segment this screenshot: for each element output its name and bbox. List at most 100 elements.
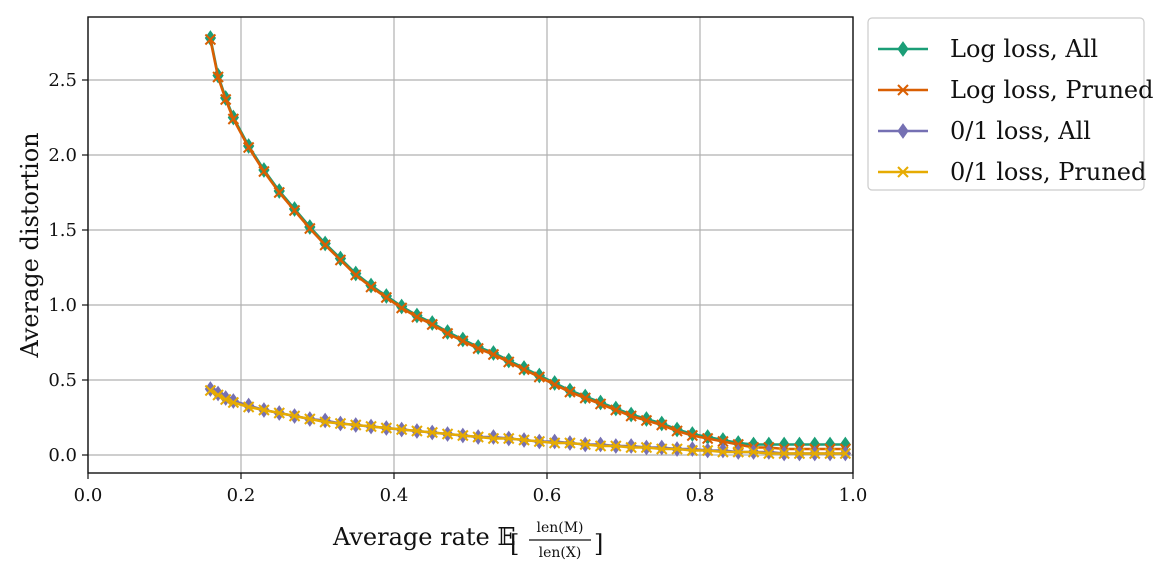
- x-marker-stroke: [656, 419, 668, 431]
- series-line-log-loss-all: [209, 37, 846, 446]
- x-marker-stroke: [671, 443, 683, 455]
- data-point-0-1-loss-pruned: [533, 435, 546, 448]
- x-marker-stroke: [258, 404, 270, 416]
- right-bracket: ]: [594, 530, 603, 558]
- x-tick-label: 0.0: [74, 485, 103, 506]
- data-point-log-loss-pruned: [640, 414, 653, 427]
- legend-label: Log loss, All: [950, 35, 1098, 63]
- x-marker-stroke: [717, 435, 729, 448]
- x-tick-label: 0.8: [686, 485, 715, 506]
- grid-layer: [87, 17, 854, 473]
- data-point-0-1-loss-pruned: [824, 447, 836, 460]
- x-marker-stroke: [793, 447, 806, 460]
- data-point-log-loss-pruned: [533, 371, 546, 383]
- data-point-0-1-loss-pruned: [594, 440, 607, 452]
- x-marker-stroke: [533, 371, 546, 383]
- x-marker-stroke: [258, 165, 270, 178]
- legend-label: 0/1 loss, Pruned: [950, 158, 1146, 186]
- series-line-log-loss-pruned: [209, 39, 846, 451]
- legend-swatch-marker: [897, 166, 909, 178]
- x-marker-stroke: [671, 425, 683, 437]
- data-point-0-1-loss-pruned: [227, 396, 240, 409]
- x-marker-stroke: [426, 318, 438, 331]
- data-point-0-1-loss-pruned: [319, 416, 331, 428]
- data-point-0-1-loss-pruned: [304, 413, 316, 425]
- x-marker-stroke: [686, 429, 699, 442]
- x-marker-stroke: [472, 342, 484, 355]
- x-marker-stroke: [897, 84, 909, 96]
- legend-swatch-marker: [897, 123, 909, 139]
- data-point-0-1-loss-pruned: [564, 437, 576, 449]
- x-marker-stroke: [457, 335, 469, 347]
- data-point-log-loss-pruned: [273, 186, 285, 199]
- legend-item-log-loss-all: Log loss, All: [878, 35, 1098, 63]
- data-point-0-1-loss-pruned: [518, 434, 530, 446]
- x-tick-label: 1.0: [839, 485, 868, 506]
- data-point-log-loss-pruned: [717, 435, 729, 448]
- x-marker-stroke: [503, 356, 515, 368]
- series-0-1-loss-all: [204, 381, 851, 462]
- x-marker-stroke: [380, 422, 393, 434]
- x-marker-stroke: [227, 396, 240, 409]
- x-marker-stroke: [824, 447, 836, 460]
- data-point-log-loss-pruned: [487, 348, 500, 361]
- x-marker-stroke: [219, 93, 232, 106]
- x-marker-stroke: [487, 348, 500, 361]
- x-tick-label: 0.4: [380, 485, 409, 506]
- x-marker-stroke: [717, 446, 729, 458]
- data-point-log-loss-pruned: [227, 113, 240, 125]
- data-point-log-loss-pruned: [411, 311, 423, 323]
- data-point-log-loss-pruned: [457, 335, 469, 347]
- x-axis-label-numerator: len(M): [536, 520, 583, 536]
- data-point-log-loss-pruned: [625, 410, 637, 422]
- data-point-0-1-loss-pruned: [334, 417, 347, 430]
- x-marker-stroke: [487, 432, 500, 445]
- data-point-log-loss-pruned: [219, 93, 232, 106]
- data-point-log-loss-pruned: [686, 429, 699, 442]
- data-point-0-1-loss-pruned: [809, 447, 821, 460]
- axis-layer: 0.0 0.2 0.4 0.6 0.8 1.0 0.0 0.5 1.0 1.5 2.0 2.5: [48, 70, 867, 506]
- x-marker-stroke: [533, 435, 546, 448]
- x-marker-stroke: [227, 113, 240, 125]
- data-point-log-loss-pruned: [365, 281, 377, 293]
- x-marker-stroke: [204, 384, 217, 397]
- data-point-log-loss-pruned: [548, 378, 561, 391]
- x-marker-stroke: [640, 441, 653, 454]
- x-marker-stroke: [625, 410, 637, 422]
- data-point-log-loss-pruned: [671, 425, 683, 437]
- data-point-0-1-loss-pruned: [242, 401, 255, 413]
- x-marker-stroke: [212, 71, 224, 83]
- data-point-log-loss-pruned: [518, 363, 530, 376]
- x-marker-stroke: [304, 222, 316, 235]
- x-marker-stroke: [350, 269, 362, 281]
- x-marker-stroke: [548, 378, 561, 391]
- series-log-loss-all: [204, 30, 851, 453]
- x-marker-stroke: [778, 447, 790, 460]
- data-point-0-1-loss-pruned: [656, 443, 668, 455]
- x-marker-stroke: [518, 363, 530, 376]
- data-point-log-loss-pruned: [204, 33, 217, 46]
- data-point-log-loss-pruned: [288, 204, 301, 217]
- x-axis-label-denominator: len(X): [539, 545, 582, 561]
- x-marker-stroke: [640, 414, 653, 427]
- data-point-0-1-loss-pruned: [625, 441, 637, 454]
- x-marker-stroke: [212, 389, 224, 401]
- y-tick-label: 2.5: [48, 70, 77, 91]
- x-marker-stroke: [395, 423, 408, 436]
- x-marker-stroke: [701, 444, 714, 457]
- y-tick-label: 0.0: [48, 445, 77, 466]
- data-point-0-1-loss-pruned: [793, 447, 806, 460]
- x-tick-label: 0.2: [227, 485, 256, 506]
- data-point-log-loss-pruned: [579, 392, 591, 404]
- x-marker-stroke: [319, 416, 331, 428]
- data-point-0-1-loss-pruned: [365, 420, 377, 433]
- data-point-0-1-loss-pruned: [219, 393, 232, 406]
- x-marker-stroke: [809, 447, 821, 460]
- x-marker-stroke: [579, 392, 591, 404]
- data-point-log-loss-pruned: [472, 342, 484, 355]
- data-point-0-1-loss-pruned: [457, 429, 469, 442]
- data-point-0-1-loss-pruned: [763, 447, 775, 460]
- x-axis-label-prefix: Average rate 𝔼: [332, 523, 516, 551]
- data-point-0-1-loss-pruned: [288, 410, 301, 422]
